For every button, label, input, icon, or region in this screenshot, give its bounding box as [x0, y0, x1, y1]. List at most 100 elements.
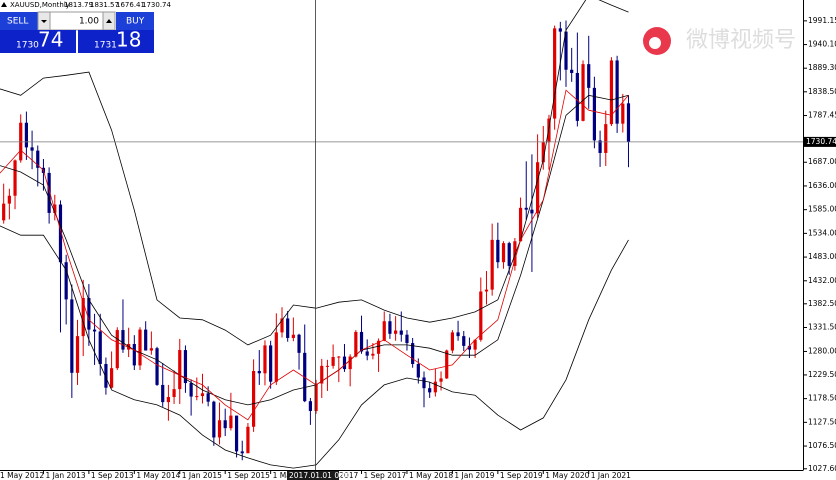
- buy-button[interactable]: [116, 12, 154, 30]
- candle-body: [439, 378, 443, 382]
- lot-value: 1.00: [79, 17, 99, 27]
- candle-body: [479, 291, 483, 340]
- y-tick-label: 1534.00: [808, 228, 836, 237]
- candle-body: [592, 87, 596, 141]
- candle-body: [376, 340, 381, 354]
- candle-body: [189, 383, 193, 397]
- candle-body: [58, 204, 63, 263]
- candle-body: [394, 330, 398, 334]
- candle-body: [564, 31, 568, 70]
- candle-body: [518, 207, 523, 242]
- ohlc-low: 1676.41: [116, 1, 145, 9]
- candle-body: [541, 142, 545, 163]
- candle-body: [467, 345, 472, 350]
- ohlc-close: 1730.74: [142, 1, 171, 9]
- candle-body: [7, 195, 11, 204]
- candle-body: [558, 28, 562, 32]
- y-tick-label: 1991.15: [808, 16, 836, 25]
- candle-body: [553, 28, 557, 119]
- candle-body: [524, 207, 528, 210]
- crosshair-time-box: [287, 471, 339, 480]
- candle-body: [19, 122, 23, 161]
- trade-panel: SELL 1.00 BUY 1730 74 1731 18: [0, 11, 154, 53]
- x-tick-label: 1 Jan 2021: [591, 471, 631, 480]
- candle-body: [348, 356, 352, 370]
- x-tick-label: 1 Sep 2015: [227, 471, 270, 480]
- sell-price-small: 1730: [16, 41, 39, 51]
- y-tick-label: 1382.50: [808, 299, 836, 308]
- candle-body: [575, 72, 579, 121]
- crosshair-time-label: 2017.01.01 0:00: [289, 471, 351, 480]
- candle-body: [536, 162, 540, 214]
- candle-body: [172, 389, 176, 398]
- x-tick-label: 1 May 2020: [545, 471, 589, 480]
- current-price-label: 1730.74: [806, 137, 836, 146]
- indicator-line: [0, 0, 629, 346]
- y-tick-label: 1229.50: [808, 370, 836, 379]
- candle-body: [450, 332, 454, 351]
- candle-body: [331, 357, 335, 366]
- candle-body: [286, 318, 290, 338]
- candle-body: [246, 426, 250, 454]
- buy-label[interactable]: BUY: [126, 17, 145, 27]
- sell-label[interactable]: SELL: [7, 17, 28, 27]
- candle-body: [155, 348, 159, 385]
- candle-body: [87, 297, 91, 330]
- sell-button[interactable]: [0, 12, 38, 30]
- candle-body: [234, 415, 239, 452]
- y-tick-label: 1787.45: [808, 111, 836, 120]
- candle-body: [547, 118, 551, 143]
- plot-area: [0, 0, 803, 470]
- candle-body: [212, 401, 216, 438]
- x-tick-label: 1 Jan 2013: [45, 471, 85, 480]
- candle-body: [609, 60, 614, 125]
- candle-body: [257, 370, 261, 374]
- x-tick-label: 1 Sep 2017: [364, 471, 407, 480]
- overlay: 1730.74 2017.01.01 0:00: [287, 136, 836, 480]
- candle-body: [445, 350, 449, 379]
- candle-body: [92, 329, 97, 332]
- sell-price-box[interactable]: [0, 30, 76, 53]
- candle-body: [496, 239, 500, 263]
- candle-body: [365, 351, 369, 356]
- candle-body: [342, 356, 347, 370]
- candle-body: [13, 160, 17, 196]
- y-tick-label: 1432.00: [808, 276, 836, 285]
- y-tick-label: 1940.10: [808, 40, 836, 49]
- candle-body: [200, 393, 205, 397]
- candle-body: [121, 330, 125, 350]
- y-tick-label: 1076.50: [808, 441, 836, 450]
- candle-body: [98, 331, 102, 365]
- candle-body: [183, 350, 188, 384]
- candle-body: [104, 364, 108, 388]
- candle-body: [47, 172, 51, 213]
- buy-price-small: 1731: [94, 41, 117, 51]
- indicator-line: [0, 225, 629, 469]
- candle-body: [615, 60, 619, 124]
- candle-body: [587, 64, 591, 88]
- x-tick-label: 1 May 2014: [136, 471, 180, 480]
- candle-body: [263, 345, 267, 374]
- y-tick-label: 1585.00: [808, 205, 836, 214]
- ohlc-open: 1813.79: [64, 1, 93, 9]
- candle-body: [115, 330, 119, 369]
- candle-body: [422, 377, 426, 389]
- indicator-line: [0, 89, 629, 421]
- candle-body: [70, 299, 74, 373]
- x-tick-label: 1 May 2012: [0, 471, 44, 480]
- candle-body: [428, 388, 432, 393]
- candle-body: [217, 420, 222, 438]
- candle-body: [132, 344, 136, 366]
- y-tick-label: 1687.00: [808, 157, 836, 166]
- candle-body: [416, 364, 420, 378]
- x-tick-label: 1 Jan 2015: [182, 471, 222, 480]
- buy-price-box[interactable]: [78, 30, 154, 53]
- candle-body: [501, 243, 506, 263]
- candle-body: [110, 368, 114, 388]
- y-tick-label: 1636.00: [808, 181, 836, 190]
- ohlc-high: 1831.57: [90, 1, 119, 9]
- lot-down-arrow: [41, 20, 47, 23]
- symbol: XAUUSD,Monthly: [10, 1, 70, 9]
- candle-body: [399, 330, 403, 335]
- candle-body: [229, 415, 233, 429]
